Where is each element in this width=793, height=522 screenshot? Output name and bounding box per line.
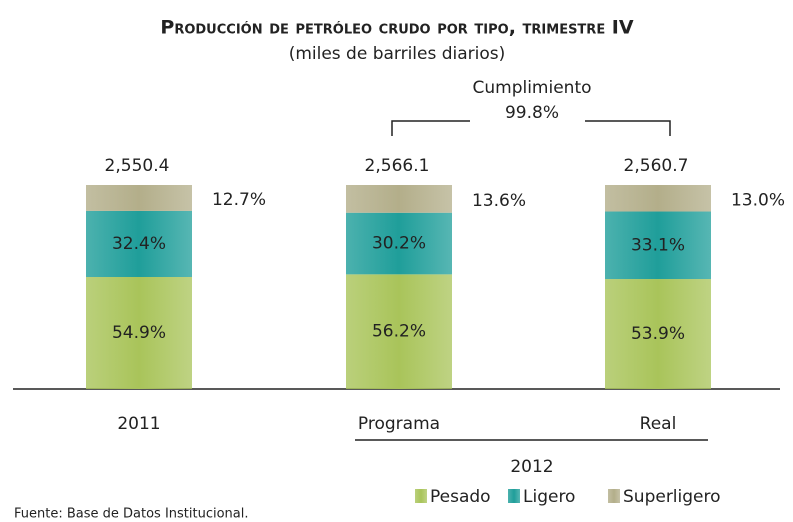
chart-title: Producción de petróleo crudo por tipo, t… [160, 17, 633, 39]
legend-swatch [608, 489, 620, 503]
x-tick-label: Real [640, 414, 677, 434]
bar-segment [86, 277, 192, 389]
legend-label: Superligero [623, 487, 721, 507]
data-label: 32.4% [112, 234, 166, 254]
bracket-left [391, 120, 470, 136]
x-tick-label: Programa [358, 414, 440, 434]
total-label: 2,550.4 [105, 156, 170, 176]
data-label: 53.9% [631, 324, 685, 344]
total-label: 2,566.1 [365, 156, 430, 176]
bar-segment [86, 185, 192, 211]
annotation-text: Cumplimiento [472, 78, 591, 98]
legend-label: Pesado [430, 487, 491, 507]
bracket-right [585, 120, 671, 136]
data-label: 54.9% [112, 323, 166, 343]
bar-segment [86, 210, 192, 278]
bar-segment [605, 279, 711, 389]
chart-subtitle: (miles de barriles diarios) [289, 44, 506, 64]
x-tick-label: 2011 [117, 414, 160, 434]
group-label: 2012 [510, 457, 553, 477]
data-label: 13.6% [472, 191, 526, 211]
legend-swatch [508, 489, 520, 503]
bar-segment [346, 212, 452, 275]
data-label: 56.2% [372, 322, 426, 342]
bar-segment [346, 274, 452, 389]
data-label: 12.7% [212, 190, 266, 210]
legend-swatch [415, 489, 427, 503]
bar-segment [346, 185, 452, 213]
bar-segment [605, 185, 711, 212]
total-label: 2,560.7 [624, 156, 689, 176]
data-label: 13.0% [731, 190, 785, 210]
data-label: 33.1% [631, 235, 685, 255]
legend-label: Ligero [523, 487, 575, 507]
data-label: 30.2% [372, 234, 426, 254]
bar-segment [605, 211, 711, 280]
source: Fuente: Base de Datos Institucional. [14, 507, 249, 522]
annotation-value: 99.8% [505, 103, 559, 123]
